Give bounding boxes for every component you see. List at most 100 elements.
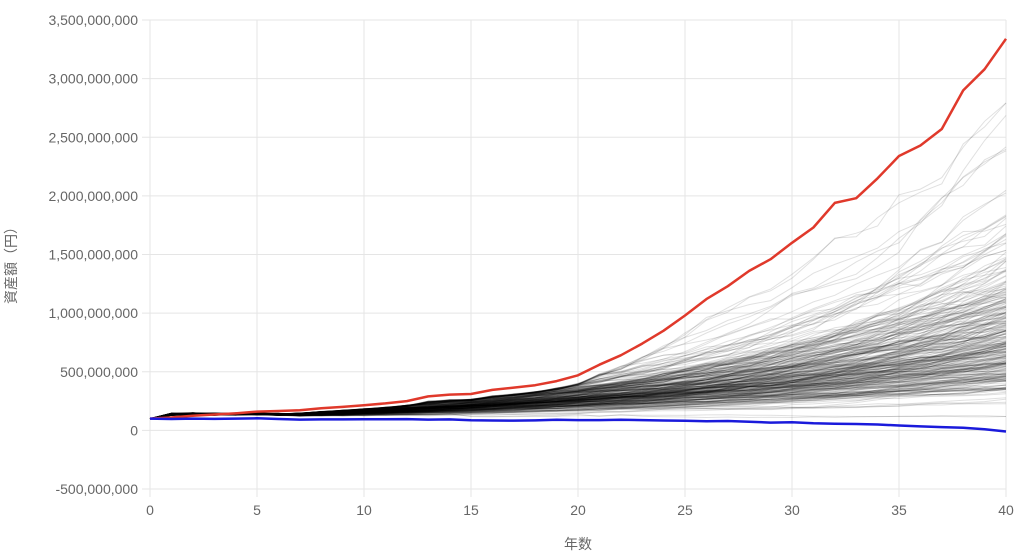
simulation-path <box>149 312 1007 420</box>
simulation-path <box>149 375 1007 420</box>
simulation-path <box>149 362 1007 420</box>
simulation-path <box>149 260 1007 420</box>
simulation-path <box>149 342 1007 420</box>
simulation-path <box>149 366 1007 420</box>
simulation-path <box>149 366 1007 420</box>
simulation-path <box>149 348 1007 420</box>
simulation-path <box>149 306 1007 420</box>
simulation-path <box>149 234 1007 420</box>
simulation-path <box>149 150 1007 420</box>
x-tick-label: 25 <box>677 502 693 518</box>
simulation-path <box>149 353 1007 420</box>
simulation-path <box>149 401 1007 420</box>
simulation-path <box>149 287 1007 420</box>
simulation-path <box>149 373 1007 420</box>
simulation-path <box>149 314 1007 420</box>
simulation-path <box>149 318 1007 420</box>
simulation-path <box>149 297 1007 420</box>
simulation-path <box>149 368 1007 420</box>
x-tick-label: 15 <box>463 502 479 518</box>
x-tick-label: 10 <box>356 502 372 518</box>
simulation-path <box>149 345 1007 420</box>
simulation-path <box>149 102 1007 420</box>
simulation-path <box>149 275 1007 420</box>
simulation-path <box>149 344 1007 420</box>
simulation-path <box>149 384 1007 420</box>
simulation-path <box>149 351 1007 420</box>
y-tick-label: 0 <box>130 422 138 438</box>
simulation-path <box>149 353 1007 420</box>
simulation-path <box>149 340 1007 420</box>
simulation-path <box>149 370 1007 420</box>
simulation-path <box>149 387 1007 420</box>
simulation-path <box>149 371 1007 420</box>
simulation-path <box>149 319 1007 420</box>
simulation-path <box>149 343 1007 420</box>
simulation-path <box>149 270 1007 420</box>
simulation-path <box>149 288 1007 420</box>
simulation-path <box>149 317 1007 420</box>
simulation-path <box>149 269 1007 420</box>
simulation-path <box>149 349 1007 420</box>
simulation-path <box>149 350 1007 420</box>
simulation-path <box>149 312 1007 420</box>
x-axis-ticks: 0 5 10 15 20 25 30 35 40 <box>146 502 1014 518</box>
simulation-path <box>149 378 1007 420</box>
simulation-path <box>149 354 1007 420</box>
simulation-path <box>149 391 1007 420</box>
simulation-path <box>149 377 1007 420</box>
simulation-path <box>149 343 1007 420</box>
simulation-path <box>149 303 1007 420</box>
simulation-path <box>149 296 1007 420</box>
simulation-path <box>149 367 1007 420</box>
simulation-path <box>149 216 1007 420</box>
simulation-path <box>149 249 1007 420</box>
y-tick-label: 1,000,000,000 <box>48 305 138 321</box>
simulation-path <box>149 215 1007 420</box>
simulation-path <box>149 339 1007 420</box>
simulation-path <box>149 242 1007 420</box>
simulation-path <box>149 337 1007 420</box>
simulation-path <box>149 387 1007 420</box>
simulation-path <box>149 233 1007 420</box>
simulation-path <box>149 351 1007 420</box>
simulation-path <box>149 346 1007 420</box>
simulation-path <box>149 260 1007 420</box>
simulation-path <box>149 333 1007 420</box>
simulation-path <box>149 347 1007 420</box>
simulation-path <box>149 249 1007 420</box>
simulation-path <box>149 305 1007 420</box>
simulation-path <box>149 333 1007 420</box>
simulation-path <box>149 363 1007 420</box>
simulation-path <box>149 351 1007 420</box>
simulation-path <box>149 375 1007 420</box>
simulation-path <box>149 343 1007 420</box>
simulation-path <box>149 291 1007 420</box>
simulation-path <box>149 351 1007 420</box>
y-axis-title: 資産額（円） <box>4 220 20 304</box>
simulation-path <box>149 373 1007 420</box>
simulation-path <box>149 361 1007 420</box>
simulation-path <box>149 333 1007 420</box>
simulation-path <box>149 314 1007 420</box>
simulation-path <box>149 345 1007 420</box>
simulation-path <box>149 348 1007 420</box>
simulation-path <box>149 384 1007 420</box>
y-tick-label: 2,000,000,000 <box>48 188 138 204</box>
simulation-path <box>149 235 1007 420</box>
simulation-path <box>149 374 1007 420</box>
simulation-path <box>149 371 1007 420</box>
simulation-path <box>149 362 1007 420</box>
simulation-path <box>149 387 1007 420</box>
simulation-path <box>149 320 1007 420</box>
simulation-path <box>149 146 1007 420</box>
simulation-path <box>149 362 1007 420</box>
simulation-path <box>149 364 1007 420</box>
simulation-path <box>149 356 1007 420</box>
simulation-path <box>149 335 1007 420</box>
simulation-path <box>149 388 1007 420</box>
simulation-path <box>149 320 1007 420</box>
simulation-path <box>149 379 1007 420</box>
